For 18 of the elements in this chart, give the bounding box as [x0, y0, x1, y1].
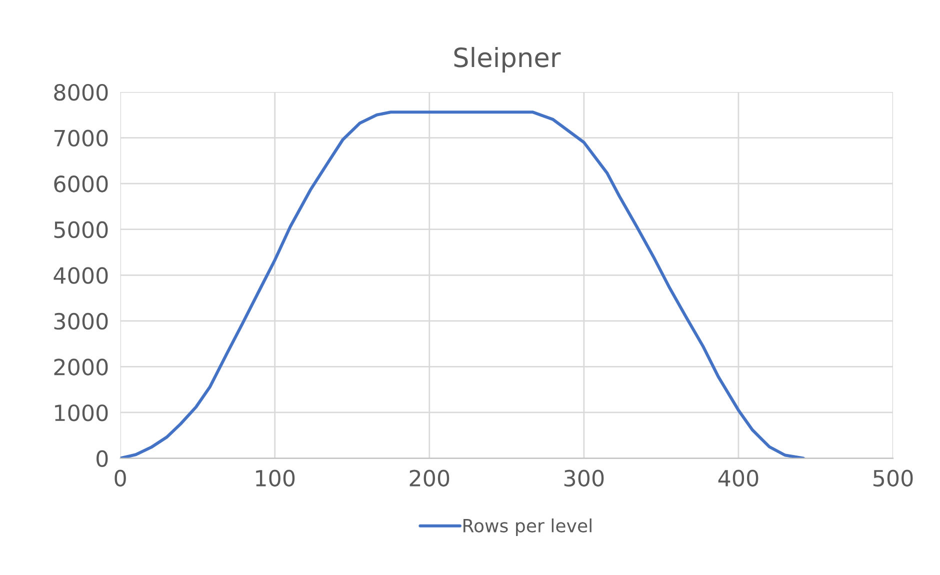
- y-tick-label: 8000: [54, 84, 108, 101]
- y-tick-label: 0: [96, 450, 108, 468]
- line-series: [120, 110, 805, 458]
- x-tick-label: 400: [718, 470, 758, 487]
- x-tick-label: 500: [874, 470, 913, 487]
- x-tick-label: 200: [410, 470, 450, 487]
- x-tick-label: 300: [564, 470, 604, 487]
- x-tick-label: 100: [256, 470, 295, 487]
- y-tick-label: 5000: [54, 221, 108, 238]
- legend-label: Rows per level: [464, 518, 592, 536]
- chart-title: Sleipner: [454, 46, 561, 72]
- x-tick-label: 0: [114, 470, 126, 487]
- y-tick-label: 4000: [54, 267, 108, 284]
- y-tick-label: 3000: [54, 312, 108, 330]
- y-tick-label: 1000: [55, 404, 108, 422]
- y-tick-label: 7000: [54, 130, 108, 147]
- y-tick-label: 6000: [54, 176, 108, 192]
- y-tick-label: 2000: [54, 358, 108, 376]
